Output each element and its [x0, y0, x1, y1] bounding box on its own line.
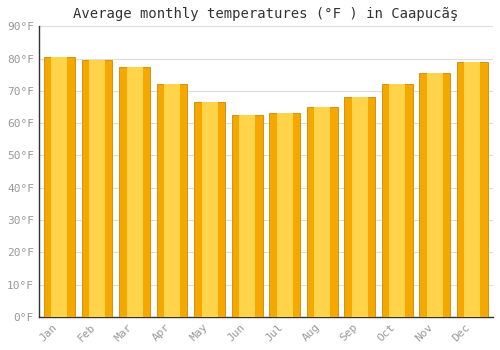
Bar: [232, 115, 262, 317]
Title: Average monthly temperatures (°F ) in Caapucãş: Average monthly temperatures (°F ) in Ca…: [74, 7, 458, 21]
Bar: [344, 97, 375, 317]
Bar: [89, 60, 105, 317]
Bar: [82, 60, 112, 317]
Bar: [239, 115, 255, 317]
Bar: [420, 73, 450, 317]
Bar: [126, 66, 142, 317]
Bar: [352, 97, 368, 317]
Bar: [390, 84, 406, 317]
Bar: [276, 113, 292, 317]
Bar: [307, 107, 338, 317]
Bar: [464, 62, 480, 317]
Bar: [457, 62, 488, 317]
Bar: [382, 84, 412, 317]
Bar: [270, 113, 300, 317]
Bar: [314, 107, 330, 317]
Bar: [194, 102, 225, 317]
Bar: [119, 66, 150, 317]
Bar: [44, 57, 75, 317]
Bar: [52, 57, 68, 317]
Bar: [164, 84, 180, 317]
Bar: [202, 102, 218, 317]
Bar: [427, 73, 443, 317]
Bar: [156, 84, 188, 317]
